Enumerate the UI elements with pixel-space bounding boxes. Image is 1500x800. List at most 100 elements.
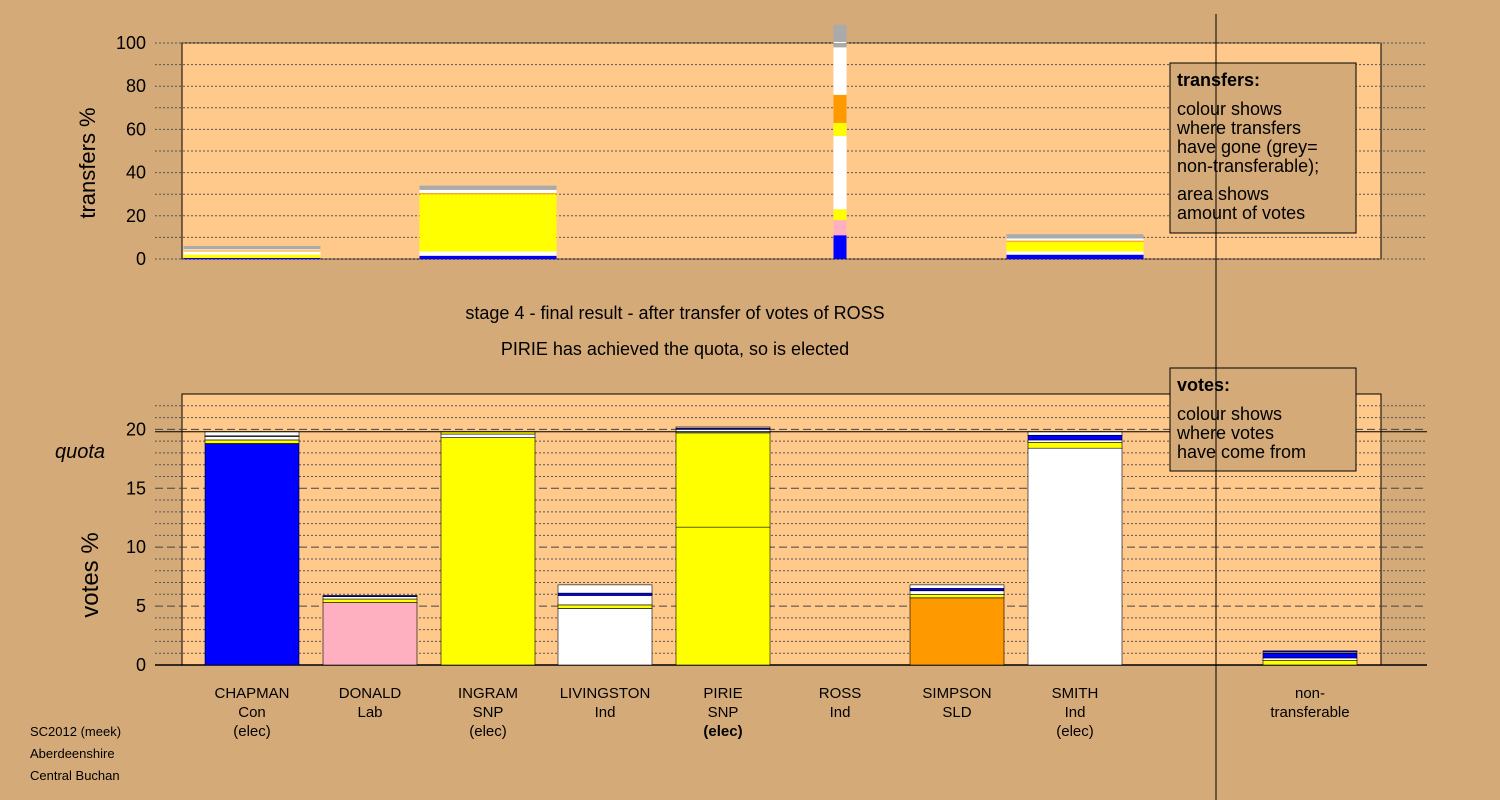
vote-segment [557, 608, 653, 666]
vote-segment [909, 590, 1005, 595]
vote-segment [204, 439, 300, 444]
transfer-segment [833, 122, 847, 136]
transfer-bar [183, 246, 321, 259]
vote-segment [322, 596, 418, 600]
vote-segment [322, 595, 418, 597]
vote-segment [440, 437, 536, 666]
vote-segment [909, 584, 1005, 589]
vote-segment [675, 426, 771, 429]
vote-segment [557, 584, 653, 594]
candidate-label: non- [1295, 685, 1325, 702]
transfer-segment [833, 47, 847, 95]
vote-segment [1027, 439, 1123, 443]
vote-segment [322, 602, 418, 666]
candidate-label: SNP [473, 704, 504, 721]
vote-segment [909, 597, 1005, 666]
vote-bar [322, 595, 418, 666]
transfer-segment [419, 185, 557, 190]
candidate-label: Lab [357, 704, 382, 721]
candidate-label: ROSS [819, 685, 862, 702]
candidate-label: SIMPSON [922, 685, 991, 702]
vote-segment [909, 588, 1005, 592]
transfer-segment [183, 254, 321, 258]
transfer-segment [183, 249, 321, 251]
transfers-legend-line: area shows [1177, 184, 1269, 204]
vote-segment [1262, 657, 1358, 661]
transfer-segment [419, 194, 557, 252]
vote-segment [204, 443, 300, 666]
candidate-label: (elec) [703, 723, 742, 740]
transfer-segment [183, 257, 321, 259]
y-tick-label: 0 [136, 655, 146, 675]
candidate-label: (elec) [233, 723, 271, 740]
stage-subtitle: PIRIE has achieved the quota, so is elec… [501, 339, 849, 359]
candidate-label: (elec) [1056, 723, 1094, 740]
transfer-segment [419, 193, 557, 195]
votes-legend-box [1169, 367, 1357, 472]
transfer-segment [419, 251, 557, 256]
vote-segment [1027, 431, 1123, 436]
transfers-legend-line: have gone (grey= [1177, 137, 1318, 157]
votes-legend-line: where votes [1176, 423, 1274, 443]
transfer-segment [833, 24, 847, 42]
votes-bars [204, 426, 1358, 666]
transfers-legend: transfers: colour shows where transfers … [1169, 62, 1357, 234]
transfer-segment [1006, 238, 1144, 241]
y-tick-label: 40 [126, 163, 146, 183]
votes-y-axis-label: votes % [77, 532, 104, 617]
votes-legend: votes: colour shows where votes have com… [1169, 367, 1357, 472]
votes-legend-title: votes: [1177, 375, 1230, 395]
transfer-segment [833, 135, 847, 210]
vote-segment [204, 431, 300, 437]
footer-council: Aberdeenshire [30, 746, 115, 761]
vote-segment [557, 595, 653, 606]
transfers-legend-line: colour shows [1177, 99, 1282, 119]
transfer-segment [833, 235, 847, 259]
transfer-segment [1006, 234, 1144, 239]
vote-bar [909, 584, 1005, 666]
votes-y-ticks: 0 5 10 15 20 [126, 419, 146, 675]
candidate-label: LIVINGSTON [560, 685, 651, 702]
candidate-label: PIRIE [703, 685, 742, 702]
transfers-legend-box [1169, 62, 1357, 234]
votes-legend-line: have come from [1177, 442, 1306, 462]
candidate-label: CHAPMAN [214, 685, 289, 702]
vote-bar [204, 431, 300, 666]
vote-segment [1027, 447, 1123, 666]
vote-segment [675, 429, 771, 434]
y-tick-label: 0 [136, 249, 146, 269]
candidate-labels: CHAPMAN Con (elec) DONALD Lab INGRAM SNP (elec)… [214, 685, 1349, 740]
transfer-segment [833, 94, 847, 123]
candidate-label: SNP [708, 704, 739, 721]
transfers-legend-title: transfers: [1177, 70, 1260, 90]
y-tick-label: 60 [126, 119, 146, 139]
transfer-segment [183, 246, 321, 250]
vote-segment [322, 598, 418, 603]
transfers-legend-line: amount of votes [1177, 203, 1305, 223]
candidate-label: Ind [1065, 704, 1086, 721]
y-tick-label: 10 [126, 537, 146, 557]
transfers-legend-line: non-transferable); [1177, 156, 1319, 176]
candidate-label: DONALD [339, 685, 402, 702]
votes-panel: 0 5 10 15 20 votes % quota CHAPMAN Con (elec) D… [55, 367, 1427, 740]
transfer-segment [833, 43, 847, 48]
candidate-label: transferable [1270, 704, 1349, 721]
transfer-segment [833, 209, 847, 221]
transfers-panel: 0 20 40 60 80 100 transfers % transfers: colo… [75, 24, 1427, 269]
vote-segment [440, 433, 536, 438]
transfers-y-axis-label: transfers % [75, 107, 100, 218]
transfer-segment [419, 255, 557, 259]
transfer-segment [183, 250, 321, 252]
vote-bar [440, 431, 536, 666]
transfer-bar [833, 24, 847, 259]
transfer-segment [419, 189, 557, 194]
candidate-label: SLD [942, 704, 971, 721]
vote-segment [675, 526, 771, 666]
vote-segment [1262, 652, 1358, 659]
transfers-bars [183, 24, 1144, 259]
quota-label: quota [55, 441, 105, 463]
stage-title: stage 4 - final result - after transfer … [465, 303, 884, 323]
transfers-y-ticks: 0 20 40 60 80 100 [116, 33, 146, 269]
y-tick-label: 100 [116, 33, 146, 53]
